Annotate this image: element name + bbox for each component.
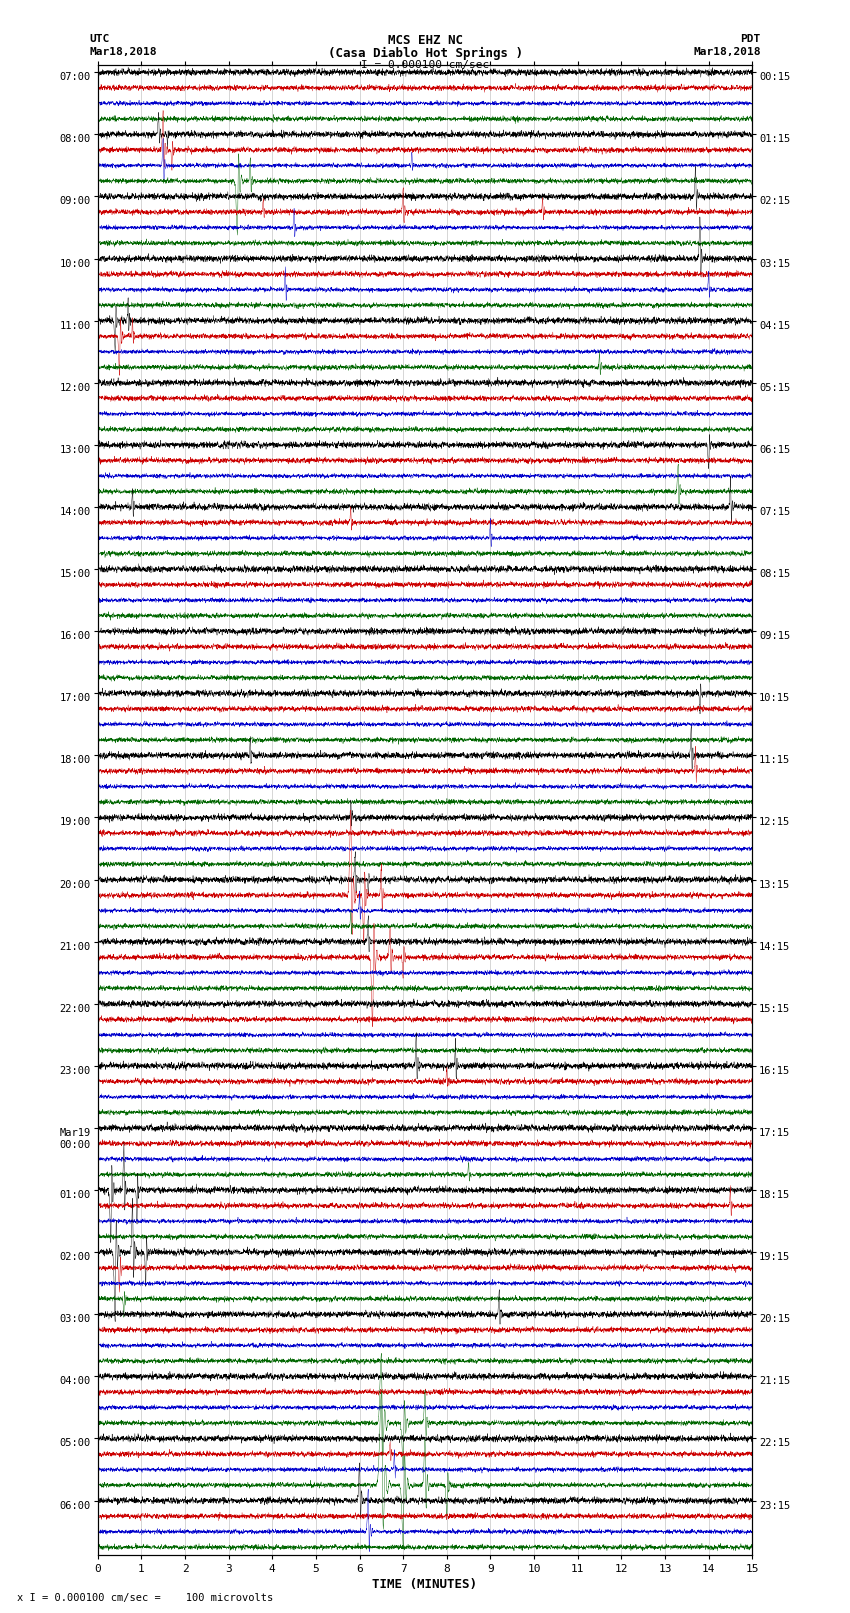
- Text: Mar18,2018: Mar18,2018: [694, 47, 761, 56]
- Text: PDT: PDT: [740, 34, 761, 44]
- Text: (Casa Diablo Hot Springs ): (Casa Diablo Hot Springs ): [327, 47, 523, 60]
- Text: Mar18,2018: Mar18,2018: [89, 47, 156, 56]
- Text: I = 0.000100 cm/sec: I = 0.000100 cm/sec: [361, 60, 489, 69]
- Text: MCS EHZ NC: MCS EHZ NC: [388, 34, 462, 47]
- Text: x I = 0.000100 cm/sec =    100 microvolts: x I = 0.000100 cm/sec = 100 microvolts: [17, 1594, 273, 1603]
- Text: UTC: UTC: [89, 34, 110, 44]
- X-axis label: TIME (MINUTES): TIME (MINUTES): [372, 1578, 478, 1590]
